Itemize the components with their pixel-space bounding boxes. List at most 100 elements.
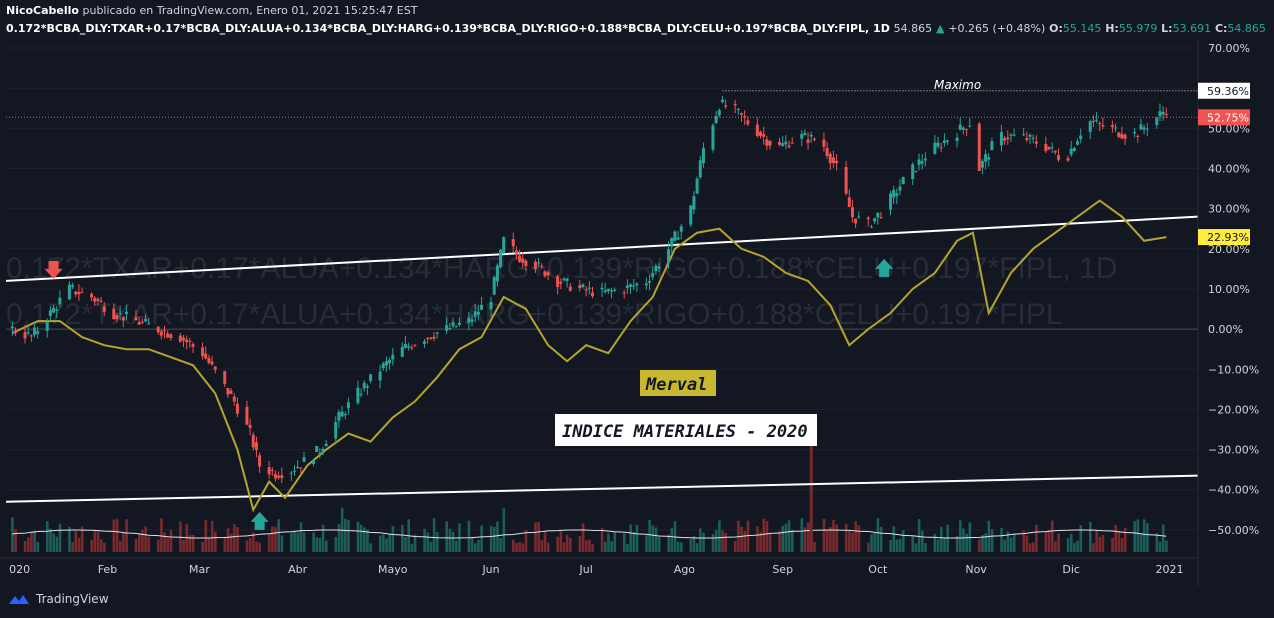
candle-body <box>1053 150 1057 153</box>
candle-body <box>270 470 274 472</box>
volume-bar <box>1089 521 1092 552</box>
candle-body <box>961 127 965 130</box>
candle-body <box>933 142 937 154</box>
y-tick-label: −50.00% <box>1208 524 1259 537</box>
volume-bar <box>49 528 52 552</box>
volume-bar <box>829 527 832 552</box>
candle-body <box>667 249 671 263</box>
candle-body <box>1142 127 1146 130</box>
volume-bar <box>512 539 515 552</box>
open-value: 55.145 <box>1062 22 1102 35</box>
x-tick-label: Mayo <box>378 563 408 576</box>
x-axis-labels[interactable]: 020 Feb Mar Abr Mayo Jun Jul Ago Sep Oct Nov Dic 202… <box>9 563 1183 576</box>
candle-body <box>521 258 525 263</box>
candle-body <box>942 140 946 144</box>
volume-bar <box>959 520 962 552</box>
volume-bar <box>537 522 540 552</box>
x-tick-label: Abr <box>288 563 308 576</box>
signal-arrows <box>44 258 894 530</box>
volume-bar <box>718 520 721 552</box>
candle-body <box>1139 124 1143 130</box>
volume-bar <box>556 536 560 552</box>
candle-body <box>518 255 522 262</box>
candle-body <box>245 406 249 425</box>
volume-bar <box>245 540 249 552</box>
tradingview-footer[interactable]: TradingView <box>8 591 109 607</box>
volume-bar <box>1142 519 1146 552</box>
volume-bar <box>565 534 569 552</box>
candle-body <box>920 161 924 164</box>
volume-bar <box>607 533 610 552</box>
volume-bar <box>160 518 163 552</box>
volume-bar <box>274 527 277 552</box>
volume-bar <box>470 537 474 552</box>
volume-bar <box>30 532 33 552</box>
candle-body <box>720 99 724 103</box>
candle-body <box>701 147 705 164</box>
candle-body <box>1091 121 1095 123</box>
volume-bar <box>835 524 838 552</box>
volume-bar <box>477 539 480 552</box>
y-tick-label: 30.00% <box>1208 203 1250 216</box>
candle-body <box>1031 137 1035 139</box>
volume-bar <box>74 531 78 552</box>
volume-bar <box>924 543 927 552</box>
x-tick-label: 2021 <box>1155 563 1183 576</box>
volume-bar <box>163 532 166 552</box>
volume-bar <box>36 541 40 552</box>
price-label: 22.93% <box>1207 231 1249 244</box>
volume-bar <box>518 541 521 552</box>
y-tick-label: 50.00% <box>1208 122 1250 135</box>
candle-body <box>1158 111 1162 117</box>
x-tick-label: Jul <box>579 563 593 576</box>
volume-bar <box>711 534 715 552</box>
price-axis[interactable] <box>1198 40 1274 586</box>
candle-body <box>1164 113 1168 115</box>
volume-bar <box>432 518 436 552</box>
volume-bar <box>759 532 762 552</box>
volume-bar <box>543 531 547 552</box>
volume-bar <box>990 529 994 552</box>
candle-body <box>1069 148 1073 155</box>
trendlines[interactable] <box>5 215 1199 503</box>
volume-bar <box>898 538 902 552</box>
candle-body <box>445 325 449 331</box>
volume-bar <box>1009 537 1013 552</box>
volume-bar <box>410 543 414 552</box>
candle-body <box>80 291 84 293</box>
candle-body <box>166 333 170 338</box>
volume-bar <box>515 543 518 552</box>
volume-bar <box>347 519 350 552</box>
volume-bar <box>962 528 965 552</box>
candle-body <box>778 141 782 145</box>
candle-body <box>169 334 173 338</box>
candle-body <box>787 145 791 148</box>
volume-bar <box>1101 535 1105 552</box>
candle-body <box>99 300 103 302</box>
symbol-formula[interactable]: 0.172*BCBA_DLY:TXAR+0.17*BCBA_DLY:ALUA+0… <box>6 22 890 35</box>
volume-bar <box>26 537 30 552</box>
candle-body <box>280 475 284 479</box>
candle-body <box>1145 128 1149 130</box>
volume-bar <box>813 542 816 552</box>
candle-body <box>543 271 547 277</box>
candle-body <box>584 289 588 291</box>
volume-bar <box>1095 530 1098 552</box>
candle-body <box>946 140 950 142</box>
volume-bar <box>569 538 572 552</box>
candle-body <box>854 218 858 224</box>
candle-body <box>163 330 167 332</box>
candle-body <box>121 316 125 321</box>
candle-body <box>857 216 861 218</box>
candle-body <box>124 311 128 315</box>
volume-bar <box>756 526 759 552</box>
merval-label: Merval <box>645 375 707 395</box>
candle-body <box>825 147 829 156</box>
candle-body <box>207 358 211 363</box>
candle-body <box>1034 141 1038 144</box>
high-label: H: <box>1105 22 1119 35</box>
volume-bar <box>943 537 946 552</box>
candle-body <box>346 402 350 409</box>
author-name[interactable]: NicoCabello <box>6 4 79 17</box>
